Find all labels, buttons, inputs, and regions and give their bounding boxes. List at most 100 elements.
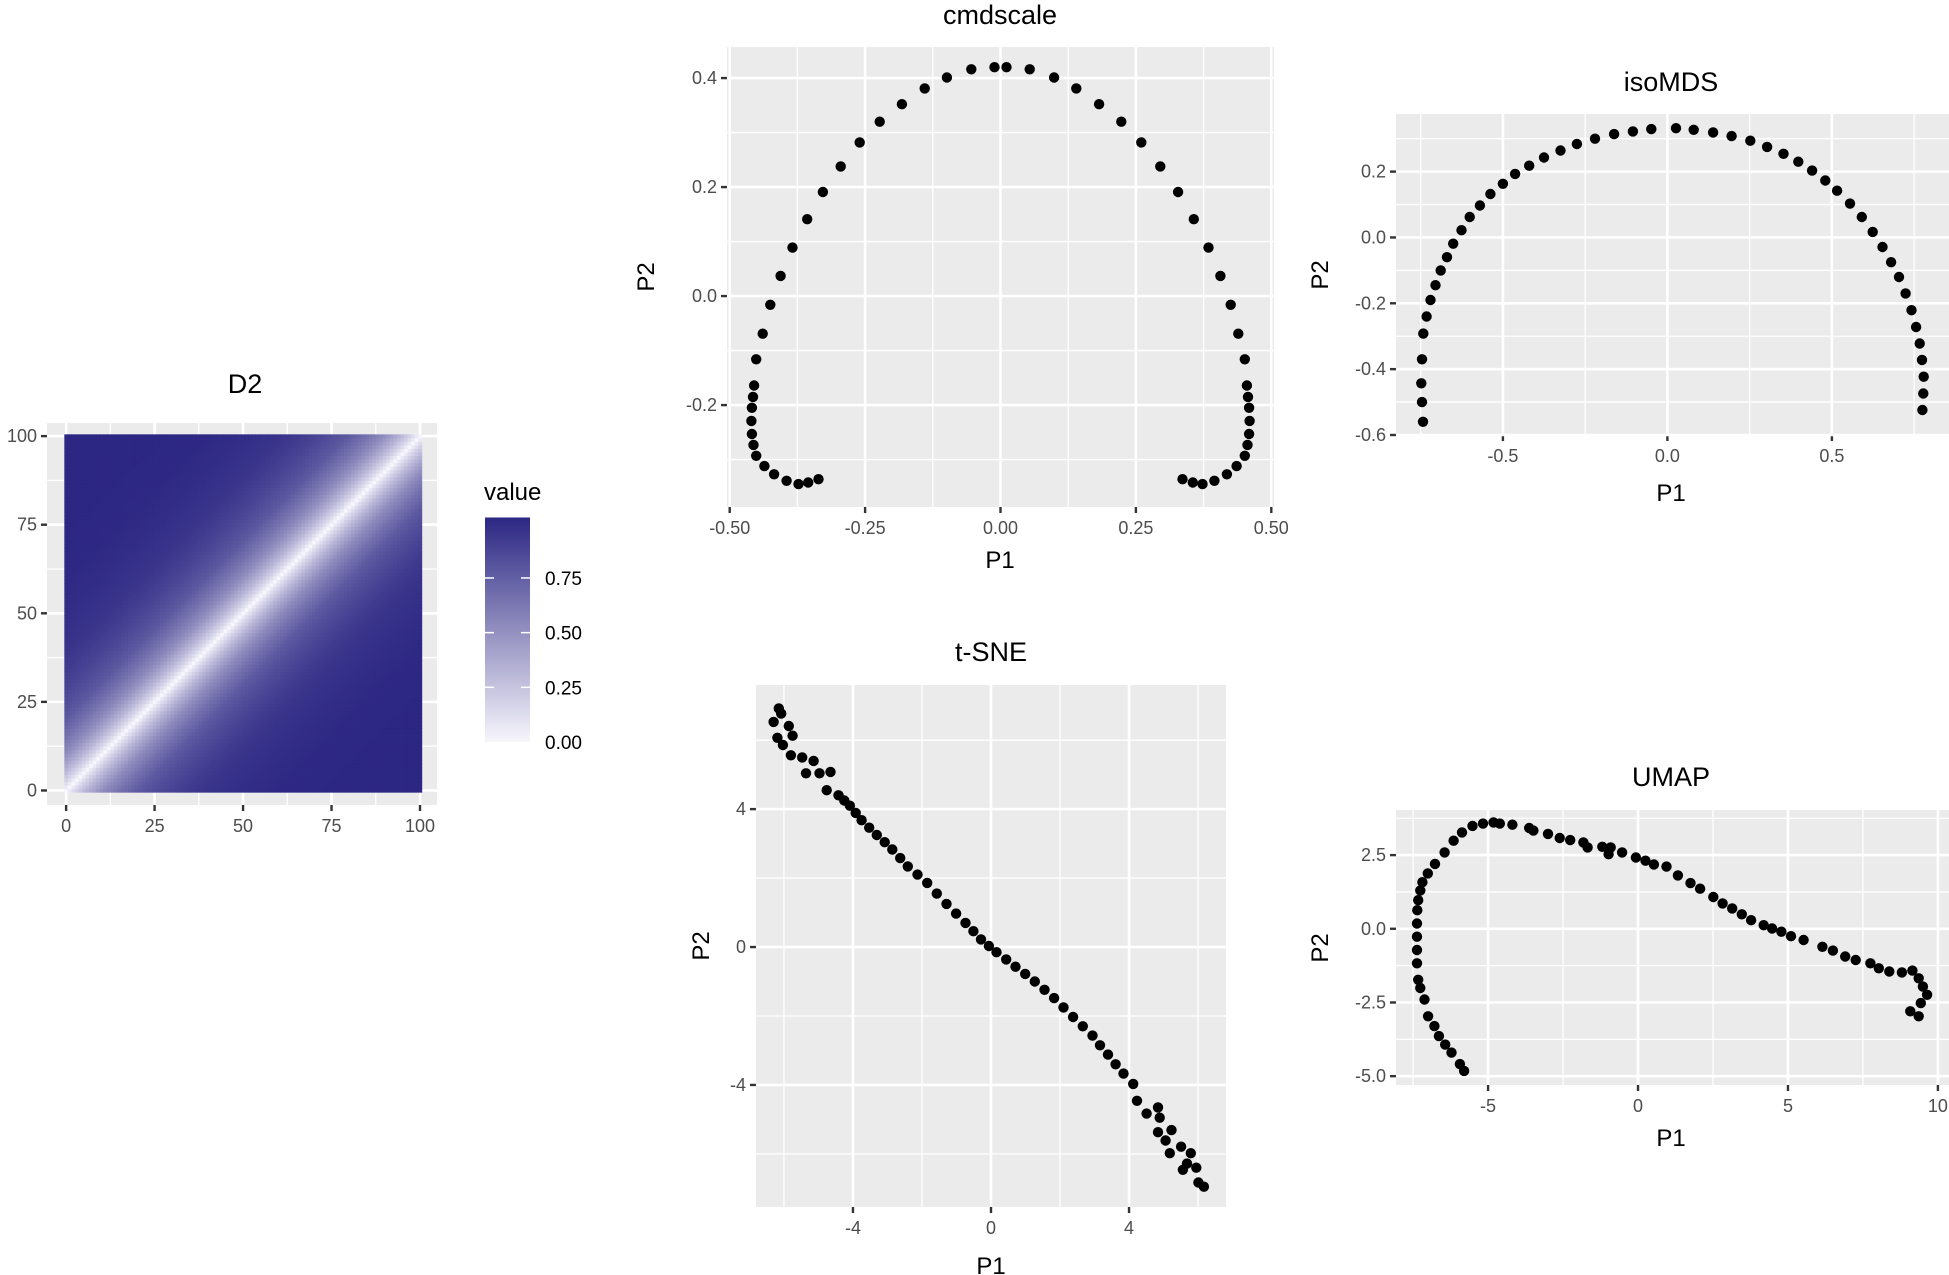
heatmap-cell <box>64 480 69 485</box>
heatmap-cell <box>177 728 182 733</box>
heatmap-cell <box>230 583 235 588</box>
heatmap-cell <box>177 707 182 712</box>
heatmap-cell <box>131 515 136 520</box>
heatmap-cell <box>135 639 140 644</box>
heatmap-cell <box>99 781 104 786</box>
heatmap-cell <box>71 618 76 623</box>
heatmap-cell <box>234 508 239 513</box>
heatmap-cell <box>170 763 175 768</box>
heatmap-cell <box>96 448 101 453</box>
heatmap-cell <box>230 632 235 637</box>
heatmap-cell <box>71 607 76 612</box>
heatmap-cell <box>223 632 228 637</box>
heatmap-cell <box>103 689 108 694</box>
heatmap-cell <box>195 732 200 736</box>
heatmap-cell <box>220 639 224 644</box>
heatmap-cell <box>223 661 228 666</box>
heatmap-cell <box>156 519 161 524</box>
heatmap-cell <box>216 565 221 570</box>
heatmap-cell <box>142 774 147 779</box>
heatmap-cell <box>230 618 235 623</box>
heatmap-cell <box>64 459 69 464</box>
heatmap-cell <box>152 625 157 630</box>
heatmap-cell <box>202 700 207 705</box>
heatmap-cell <box>223 739 228 744</box>
heatmap-cell <box>149 728 154 733</box>
heatmap-cell <box>145 607 150 612</box>
heatmap-cell <box>85 533 90 538</box>
heatmap-cell <box>120 551 125 556</box>
heatmap-cell <box>198 778 203 783</box>
heatmap-cell <box>142 781 147 786</box>
heatmap-cell <box>71 629 76 634</box>
heatmap-cell <box>170 537 175 542</box>
heatmap-cell <box>106 565 111 570</box>
heatmap-cell <box>71 721 76 726</box>
heatmap-cell <box>110 735 115 740</box>
heatmap-cell <box>177 636 182 641</box>
heatmap-cell <box>145 703 150 708</box>
heatmap-cell <box>113 668 118 673</box>
heatmap-cell <box>142 785 147 790</box>
heatmap-cell <box>120 480 125 485</box>
heatmap-cell <box>71 448 76 453</box>
heatmap-cell <box>78 668 83 673</box>
heatmap-cell <box>142 508 147 513</box>
heatmap-cell <box>78 770 83 775</box>
heatmap-cell <box>117 526 122 531</box>
heatmap-cell <box>156 728 161 733</box>
heatmap-cell <box>159 607 164 612</box>
heatmap-cell <box>227 572 232 577</box>
heatmap-cell <box>110 462 115 467</box>
heatmap-cell <box>131 491 136 495</box>
heatmap-cell <box>92 483 97 488</box>
heatmap-cell <box>220 466 224 471</box>
heatmap-cell <box>220 707 224 712</box>
heatmap-cell <box>227 530 232 534</box>
heatmap-cell <box>216 448 221 453</box>
heatmap-cell <box>227 508 232 513</box>
heatmap-cell <box>152 544 157 549</box>
heatmap-cell <box>128 526 132 531</box>
heatmap-cell <box>92 636 97 641</box>
heatmap-cell <box>170 767 175 772</box>
heatmap-cell <box>124 607 129 612</box>
heatmap-cell <box>106 551 111 556</box>
heatmap-cell <box>78 586 83 591</box>
heatmap-cell <box>78 724 83 729</box>
heatmap-cell <box>135 522 140 527</box>
heatmap-cell <box>99 576 104 581</box>
heatmap-cell <box>106 607 111 612</box>
heatmap-cell <box>67 498 72 503</box>
heatmap-cell <box>188 540 193 545</box>
heatmap-cell <box>216 732 221 736</box>
heatmap-cell <box>202 696 207 701</box>
heatmap-cell <box>202 756 207 761</box>
heatmap-cell <box>230 735 235 740</box>
heatmap-cell <box>82 476 86 481</box>
heatmap-cell <box>71 444 76 449</box>
heatmap-cell <box>67 462 72 467</box>
heatmap-cell <box>71 696 76 701</box>
heatmap-cell <box>103 600 108 605</box>
heatmap-cell <box>89 558 94 563</box>
heatmap-cell <box>163 462 168 467</box>
heatmap-cell <box>159 444 164 449</box>
heatmap-cell <box>159 639 164 644</box>
heatmap-cell <box>135 452 140 456</box>
heatmap-cell <box>128 689 132 694</box>
heatmap-cell <box>128 742 132 747</box>
heatmap-cell <box>212 593 217 598</box>
heatmap-cell <box>149 622 154 627</box>
heatmap-cell <box>103 554 108 559</box>
heatmap-cell <box>227 501 232 506</box>
heatmap-cell <box>135 650 140 655</box>
heatmap-cell <box>184 774 189 779</box>
heatmap-cell <box>99 444 104 449</box>
heatmap-cell <box>174 682 178 687</box>
heatmap-cell <box>92 671 97 676</box>
heatmap-cell <box>142 607 147 612</box>
heatmap-cell <box>120 491 125 495</box>
heatmap-cell <box>78 522 83 527</box>
heatmap-cell <box>74 455 79 460</box>
